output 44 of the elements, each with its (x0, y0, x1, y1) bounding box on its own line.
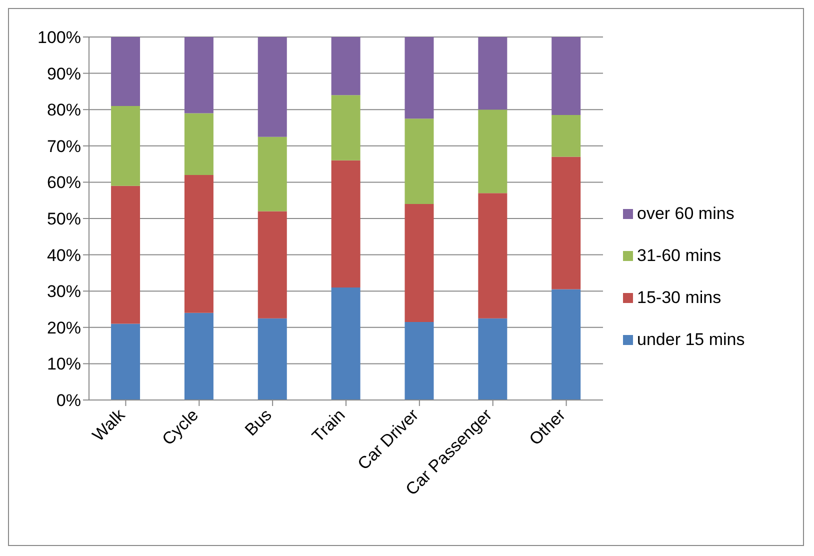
bar (478, 318, 508, 400)
y-tick-label: 20% (46, 318, 81, 338)
bar (111, 186, 140, 324)
y-tick-label: 100% (38, 28, 81, 48)
bar (404, 322, 434, 400)
bar (331, 287, 360, 400)
bar (184, 113, 214, 175)
y-tick-label: 90% (46, 64, 81, 84)
y-tick-label: 10% (46, 354, 81, 374)
bar (552, 37, 581, 116)
legend-label: 15-30 mins (637, 288, 722, 308)
bar (111, 106, 140, 186)
bar (258, 211, 287, 318)
bar (552, 289, 581, 400)
bar (184, 312, 214, 400)
legend-label: under 15 mins (637, 330, 745, 350)
y-tick-label: 0% (56, 391, 81, 410)
bar (478, 193, 508, 318)
y-tick-label: 60% (46, 173, 81, 192)
bar (404, 37, 434, 119)
bar (111, 324, 140, 400)
legend-label: over 60 mins (637, 204, 734, 224)
y-tick-label: 30% (46, 282, 81, 302)
bar (404, 118, 434, 204)
bar (331, 37, 360, 96)
bar (184, 37, 214, 114)
bar (258, 318, 287, 400)
bar (111, 37, 140, 106)
bar (552, 115, 581, 157)
y-tick-label: 50% (46, 210, 81, 229)
x-tick-label: Bus (241, 405, 276, 440)
bar (258, 136, 287, 212)
bar (331, 160, 360, 288)
y-tick-label: 80% (46, 100, 81, 120)
bar (404, 204, 434, 322)
y-tick-label: 70% (46, 136, 81, 156)
bar (478, 37, 508, 110)
legend-label: 31-60 mins (637, 246, 722, 266)
bar (184, 174, 214, 313)
bar (478, 110, 508, 194)
y-tick-label: 40% (46, 246, 81, 265)
bar (552, 156, 581, 290)
bar (258, 37, 287, 137)
bar (331, 95, 360, 160)
